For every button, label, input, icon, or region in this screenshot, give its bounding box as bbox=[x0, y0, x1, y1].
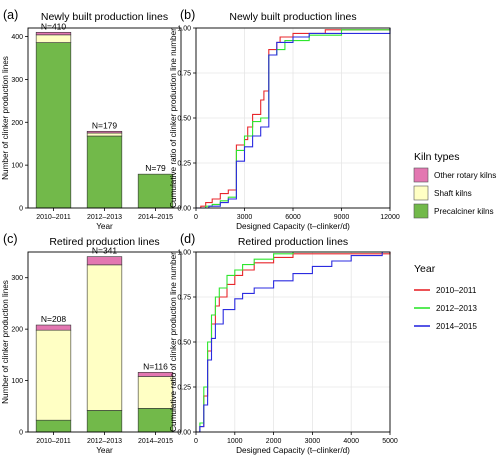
bar-total-label: N=341 bbox=[92, 246, 118, 256]
legend-swatch bbox=[413, 185, 429, 201]
y-tick-label: 0.25 bbox=[177, 385, 191, 392]
y-tick-label: 0.25 bbox=[177, 161, 191, 168]
y-tick-label: 1.00 bbox=[177, 250, 191, 257]
x-tick-label: 2014–2015 bbox=[138, 214, 173, 221]
x-axis-label: Year bbox=[96, 222, 113, 231]
bar-segment bbox=[35, 419, 72, 433]
panel-title: Retired production lines bbox=[238, 236, 348, 248]
bar-segment bbox=[86, 132, 123, 137]
bar-segment bbox=[35, 34, 72, 43]
series-line-2010–2011 bbox=[196, 28, 391, 209]
plot-frame bbox=[27, 27, 182, 209]
series-line-2012–2013 bbox=[196, 28, 391, 209]
x-axis-label: Year bbox=[96, 446, 113, 455]
panel-label: (c) bbox=[3, 232, 18, 246]
panel-title: Newly built production lines bbox=[41, 11, 168, 23]
y-tick-label: 0 bbox=[19, 430, 23, 437]
y-tick-label: 1.00 bbox=[177, 26, 191, 33]
y-tick-label: 400 bbox=[11, 34, 23, 41]
plot-frame bbox=[195, 251, 391, 433]
x-tick-label: 2010–2011 bbox=[36, 214, 71, 221]
legend-label: Shaft kilns bbox=[434, 189, 472, 198]
legend-label: Other rotary kilns bbox=[434, 171, 496, 180]
y-tick-label: 100 bbox=[11, 378, 23, 385]
x-tick-label: 2010–2011 bbox=[36, 438, 71, 445]
legend-label: 2012–2013 bbox=[436, 304, 477, 313]
y-axis-label: Number of clinker production lines bbox=[1, 280, 10, 404]
x-tick-label: 2000 bbox=[266, 438, 282, 445]
y-tick-label: 100 bbox=[11, 163, 23, 170]
bar-segment bbox=[35, 31, 72, 36]
legend-title: Kiln types bbox=[414, 151, 460, 163]
x-tick-label: 3000 bbox=[305, 438, 321, 445]
y-tick-label: 0.50 bbox=[177, 340, 191, 347]
x-axis-label: Designed Capacity (t–clinker/d) bbox=[236, 222, 350, 231]
x-tick-label: 2014–2015 bbox=[138, 438, 173, 445]
x-tick-label: 2012–2013 bbox=[87, 438, 122, 445]
panel-label: (d) bbox=[180, 232, 195, 246]
y-axis-label: Cumulative ratio of clinker production l… bbox=[169, 252, 178, 432]
bar-segment bbox=[35, 329, 72, 421]
y-tick-label: 0 bbox=[19, 206, 23, 213]
bar-segment bbox=[86, 130, 123, 134]
y-axis-label: Cumulative ratio of clinker production l… bbox=[169, 28, 178, 208]
y-tick-label: 0.00 bbox=[177, 430, 191, 437]
y-tick-label: 0.00 bbox=[177, 206, 191, 213]
y-axis-label: Number of clinker production lines bbox=[1, 56, 10, 180]
legend-swatch bbox=[413, 203, 429, 219]
legend-label: 2010–2011 bbox=[436, 286, 477, 295]
bar-segment bbox=[86, 135, 123, 209]
y-tick-label: 300 bbox=[11, 77, 23, 84]
bar-total-label: N=179 bbox=[92, 120, 118, 130]
y-tick-label: 0.50 bbox=[177, 116, 191, 123]
x-tick-label: 0 bbox=[194, 438, 198, 445]
bar-total-label: N=116 bbox=[143, 361, 168, 371]
panel-label: (b) bbox=[180, 8, 195, 22]
bar-segment bbox=[35, 324, 72, 331]
x-tick-label: 0 bbox=[194, 214, 198, 221]
y-tick-label: 0.75 bbox=[177, 71, 191, 78]
bar-segment bbox=[86, 264, 123, 411]
plot-frame bbox=[27, 251, 182, 433]
x-tick-label: 1000 bbox=[227, 438, 243, 445]
series-line-2012–2013 bbox=[196, 251, 390, 433]
x-tick-label: 2012–2013 bbox=[87, 214, 122, 221]
bar-total-label: N=79 bbox=[145, 163, 166, 173]
legend-label: Precalciner kilns bbox=[434, 207, 494, 216]
bar-total-label: N=208 bbox=[41, 314, 67, 324]
series-line-2014–2015 bbox=[196, 251, 390, 433]
x-tick-label: 3000 bbox=[237, 214, 253, 221]
legend-title: Year bbox=[414, 263, 436, 275]
y-tick-label: 200 bbox=[11, 120, 23, 127]
bar-segment bbox=[86, 256, 123, 266]
legend-label: 2014–2015 bbox=[436, 322, 477, 331]
bar-segment bbox=[35, 42, 72, 209]
series-line-2014–2015 bbox=[196, 28, 391, 209]
bar-segment bbox=[86, 410, 123, 433]
panel-title: Retired production lines bbox=[49, 236, 159, 248]
bar-segment bbox=[137, 173, 174, 209]
x-tick-label: 4000 bbox=[343, 438, 359, 445]
x-tick-label: 6000 bbox=[285, 214, 301, 221]
y-tick-label: 0.75 bbox=[177, 295, 191, 302]
x-tick-label: 5000 bbox=[382, 438, 398, 445]
y-tick-label: 300 bbox=[11, 275, 23, 282]
bar-segment bbox=[137, 376, 174, 409]
x-axis-label: Designed Capacity (t–clinker/d) bbox=[236, 446, 350, 455]
bar-total-label: N=410 bbox=[41, 21, 67, 31]
bar-segment bbox=[137, 372, 174, 377]
x-tick-label: 9000 bbox=[334, 214, 350, 221]
plot-frame bbox=[195, 27, 391, 209]
panel-label: (a) bbox=[3, 8, 18, 22]
y-tick-label: 200 bbox=[11, 327, 23, 334]
panel-title: Newly built production lines bbox=[229, 11, 356, 23]
bar-segment bbox=[137, 408, 174, 433]
legend-swatch bbox=[413, 167, 429, 183]
x-tick-label: 12000 bbox=[380, 214, 400, 221]
